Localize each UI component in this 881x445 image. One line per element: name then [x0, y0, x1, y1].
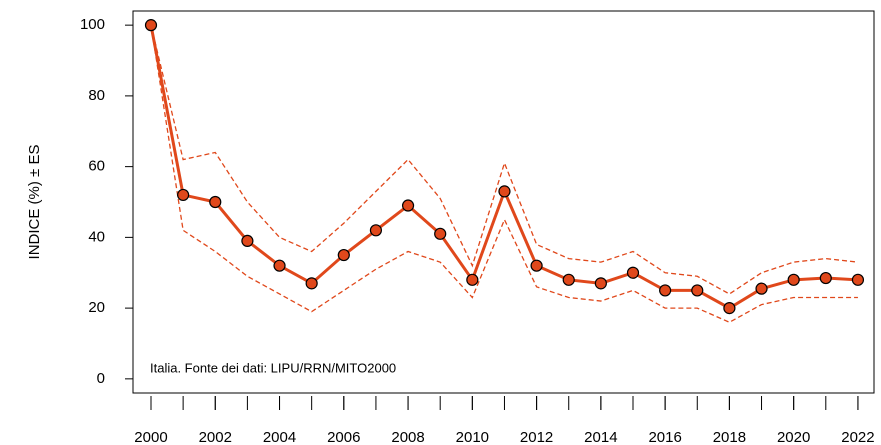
y-tick-label: 40 — [88, 228, 105, 245]
data-point — [626, 266, 640, 279]
data-point — [337, 248, 350, 262]
y-tick-label: 100 — [80, 16, 105, 33]
data-point — [787, 273, 800, 286]
x-tick-label: 2010 — [456, 429, 489, 445]
x-tick-label: 2002 — [199, 429, 232, 445]
data-point — [209, 195, 222, 209]
data-point — [594, 277, 607, 290]
error-band-line — [150, 24, 859, 295]
data-point — [562, 273, 575, 286]
plot-frame — [132, 10, 875, 394]
data-point — [401, 199, 415, 212]
y-tick-label: 20 — [88, 299, 105, 316]
data-point — [177, 188, 190, 202]
x-tick-label: 2020 — [777, 429, 810, 445]
data-point — [305, 277, 318, 290]
x-tick-label: 2014 — [584, 429, 617, 445]
y-axis-label: INDICE (%) ± ES — [26, 145, 43, 260]
x-tick-label: 2006 — [327, 429, 360, 445]
data-point — [691, 284, 704, 297]
data-point — [530, 259, 543, 272]
x-tick-label: 2018 — [713, 429, 746, 445]
data-point — [819, 271, 832, 285]
data-point — [241, 234, 254, 248]
y-tick-label: 60 — [88, 158, 105, 175]
x-tick-label: 2022 — [841, 429, 874, 445]
data-point — [659, 284, 672, 297]
data-point — [498, 185, 511, 198]
x-tick-label: 2008 — [391, 429, 424, 445]
series-line — [149, 24, 859, 310]
data-point — [434, 227, 447, 240]
x-tick-label: 2000 — [134, 429, 167, 445]
x-tick-label: 2012 — [520, 429, 553, 445]
data-point — [466, 273, 479, 286]
y-tick-label: 0 — [97, 370, 105, 387]
annotation: Italia. Fonte dei dati: LIPU/RRN/MITO200… — [150, 360, 396, 375]
data-point — [851, 273, 865, 286]
error-band-line — [150, 25, 858, 323]
data-point — [273, 259, 286, 272]
y-tick-label: 80 — [88, 87, 105, 104]
data-point — [723, 302, 736, 315]
data-point — [144, 19, 158, 32]
x-tick-label: 2016 — [648, 429, 681, 445]
data-point — [755, 282, 768, 295]
data-point — [369, 224, 383, 237]
x-tick-label: 2004 — [263, 429, 296, 445]
